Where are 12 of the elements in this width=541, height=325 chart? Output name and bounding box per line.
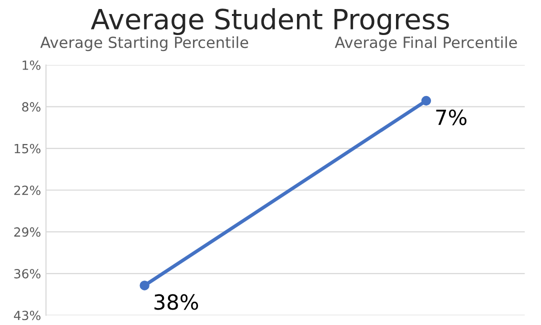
chart-title: Average Student Progress [90,8,449,36]
y-tick-label: 8% [22,102,40,112]
data-label: 7% [436,109,466,126]
data-label: 38% [154,294,198,310]
y-tick-label: 22% [14,186,40,196]
y-tick-label: 15% [14,144,40,154]
x-tick-label: Average Final Percentile [334,36,517,52]
y-tick-label: 36% [14,269,40,278]
y-tick-label: 1% [22,60,40,70]
x-tick-label: Average Starting Percentile [40,36,248,52]
y-tick-label: 43% [14,310,40,320]
y-tick-label: 29% [14,227,40,237]
